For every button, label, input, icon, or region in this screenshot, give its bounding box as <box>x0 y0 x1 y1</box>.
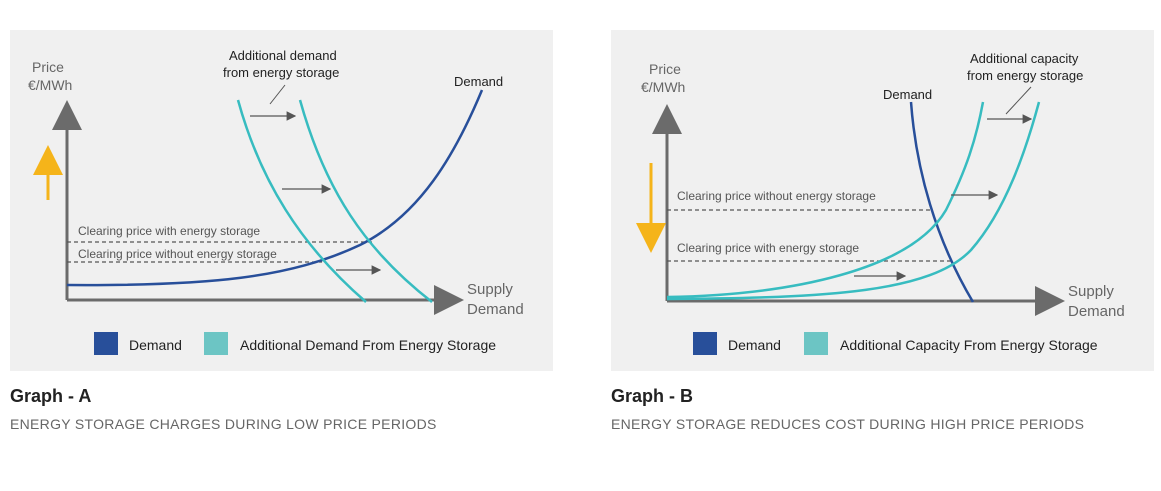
annotation-leader <box>1005 86 1032 115</box>
legend-storage-label: Additional Capacity From Energy Storage <box>840 337 1098 353</box>
graph-a-panel: Price €/MWh Supply Demand Clearing price… <box>10 30 553 371</box>
clearing-price-with-label: Clearing price with energy storage <box>78 224 260 238</box>
x-axis-label-supply: Supply <box>1068 283 1114 300</box>
legend-demand-label: Demand <box>129 337 182 353</box>
y-axis-label-price: Price <box>649 61 681 77</box>
annotation-line-1: Additional capacity <box>970 51 1079 66</box>
graph-b-chart: Price €/MWh Supply Demand Clearing price… <box>636 51 1125 355</box>
storage-capacity-curve-2 <box>666 101 1041 301</box>
legend-storage-swatch <box>204 332 228 355</box>
legend-demand-swatch <box>693 332 717 355</box>
annotation-line-2: from energy storage <box>967 68 1083 83</box>
graph-a-title: Graph - A <box>10 386 92 406</box>
demand-curve <box>66 89 484 287</box>
x-axis-label-demand: Demand <box>467 301 524 318</box>
clearing-price-without-label: Clearing price without energy storage <box>677 189 876 203</box>
x-axis-label-supply: Supply <box>467 281 513 298</box>
annotation-line-1: Additional demand <box>229 48 337 63</box>
graph-b-title: Graph - B <box>611 386 694 406</box>
graph-a-chart: Price €/MWh Supply Demand Clearing price… <box>28 48 524 355</box>
demand-curve-label: Demand <box>454 74 503 89</box>
graph-a-subtitle: ENERGY STORAGE CHARGES DURING LOW PRICE … <box>10 416 437 432</box>
y-axis-label-price: Price <box>32 59 64 75</box>
legend-storage-swatch <box>804 332 828 355</box>
graph-b-panel: Price €/MWh Supply Demand Clearing price… <box>611 30 1154 371</box>
annotation-line-2: from energy storage <box>223 65 339 80</box>
clearing-price-with-label: Clearing price with energy storage <box>677 241 859 255</box>
storage-capacity-curve-1 <box>666 101 985 299</box>
graph-b-subtitle: ENERGY STORAGE REDUCES COST DURING HIGH … <box>611 416 1085 432</box>
legend-demand-label: Demand <box>728 337 781 353</box>
demand-curve-label: Demand <box>883 87 932 102</box>
storage-demand-curve-1 <box>236 99 367 303</box>
x-axis-label-demand: Demand <box>1068 303 1125 320</box>
annotation-leader <box>269 84 286 105</box>
y-axis-label-unit: €/MWh <box>641 79 685 95</box>
legend-demand-swatch <box>94 332 118 355</box>
y-axis-label-unit: €/MWh <box>28 77 72 93</box>
legend-storage-label: Additional Demand From Energy Storage <box>240 337 496 353</box>
demand-curve <box>909 101 975 303</box>
clearing-price-without-label: Clearing price without energy storage <box>78 247 277 261</box>
storage-demand-curve-2 <box>298 99 433 303</box>
